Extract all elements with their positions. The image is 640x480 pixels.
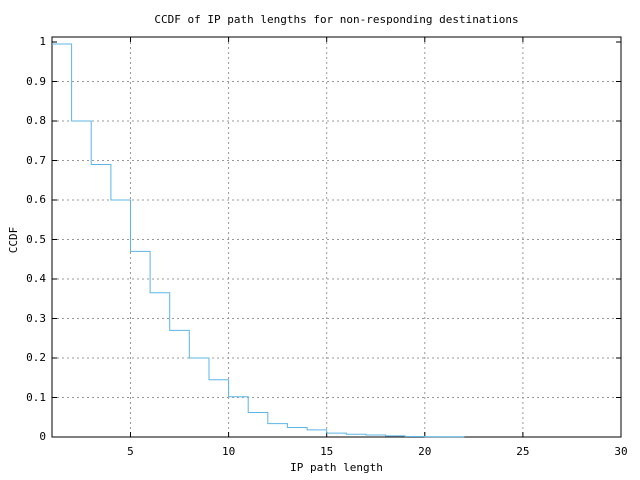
- plot-border: [51, 36, 622, 438]
- x-tick-label: 15: [320, 445, 334, 458]
- y-tick-label: 0.6: [26, 193, 46, 206]
- x-tick-label: 5: [127, 445, 134, 458]
- y-tick-label: 0.4: [26, 272, 46, 285]
- y-tick-label: 0.9: [26, 74, 46, 88]
- x-axis-label: IP path length: [290, 461, 383, 474]
- y-tick-label: 0.8: [26, 114, 46, 127]
- y-tick-label: 0.1: [26, 390, 46, 404]
- ccdf-curve: [52, 43, 465, 438]
- x-tick-label: 25: [516, 445, 530, 458]
- y-tick-label: 0: [39, 430, 46, 443]
- y-tick-label: 0.5: [26, 232, 46, 246]
- y-tick-label: 0.3: [26, 311, 46, 325]
- chart-title: CCDF of IP path lengths for non-respondi…: [154, 13, 519, 26]
- x-tick-label: 10: [221, 445, 236, 458]
- x-tick-label: 30: [614, 445, 628, 458]
- y-tick-label: 1: [39, 35, 46, 48]
- x-tick-label: 20: [418, 445, 432, 458]
- y-tick-label: 0.7: [26, 153, 46, 167]
- y-tick-label: 0.2: [26, 351, 46, 364]
